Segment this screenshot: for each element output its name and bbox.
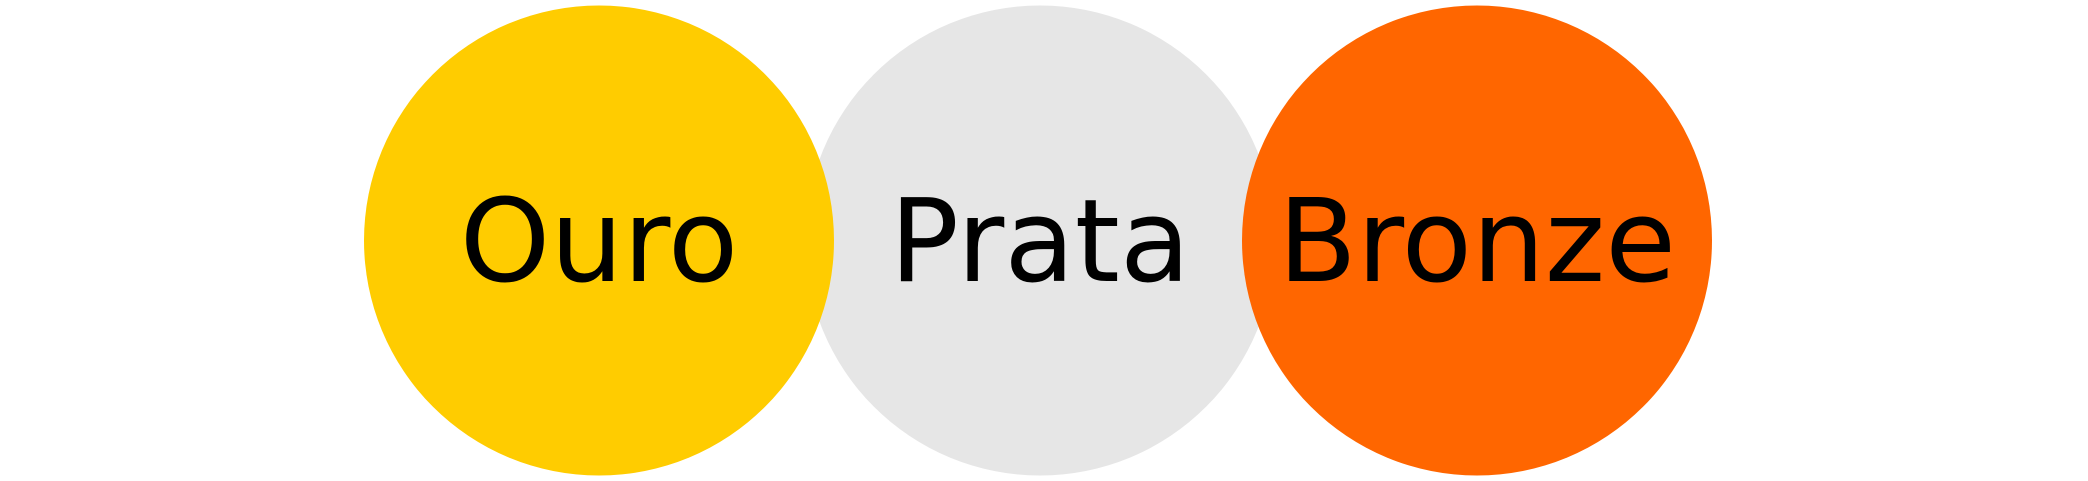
silver-label: Prata	[890, 175, 1191, 309]
gold-label: Ouro	[460, 175, 739, 309]
silver-circle	[805, 5, 1275, 476]
bronze-circle	[1242, 5, 1712, 476]
bronze-label: Bronze	[1278, 175, 1676, 309]
gold-circle	[364, 5, 834, 476]
